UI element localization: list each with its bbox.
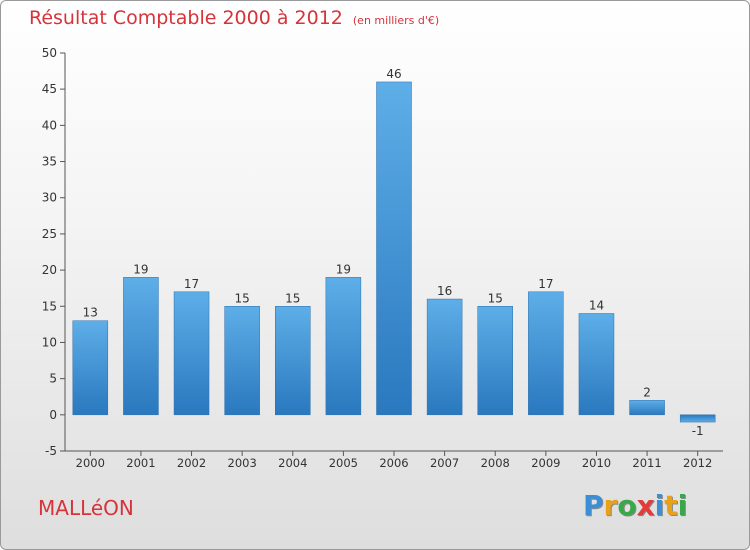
- logo-letter: r: [603, 489, 618, 522]
- proxiti-logo: Proxiti: [583, 489, 687, 522]
- logo-letter: P: [583, 489, 604, 522]
- data-label: 19: [336, 262, 351, 276]
- bar: [629, 400, 665, 416]
- x-tick-label: 2000: [76, 456, 105, 470]
- y-tick-label: 35: [42, 155, 57, 169]
- bars: [72, 81, 716, 423]
- bar: [426, 298, 463, 416]
- bar: [477, 306, 513, 416]
- x-tick-label: 2011: [632, 456, 661, 470]
- logo-letter: x: [636, 489, 655, 522]
- y-tick-label: 20: [42, 263, 57, 277]
- x-tick-label: 2008: [481, 456, 510, 470]
- bar: [275, 306, 311, 416]
- data-label: 15: [488, 291, 503, 305]
- logo-letter: i: [677, 489, 688, 522]
- logo-letter: i: [654, 489, 665, 522]
- data-label: 16: [437, 284, 452, 298]
- bar: [578, 313, 615, 416]
- y-tick-label: 45: [42, 82, 57, 96]
- y-tick-label: -5: [45, 444, 57, 458]
- y-tick-label: 5: [49, 372, 57, 386]
- x-tick-label: 2012: [683, 456, 712, 470]
- x-tick-label: 2002: [177, 456, 206, 470]
- title-text: Résultat Comptable 2000 à 2012: [29, 7, 343, 29]
- data-label: 17: [184, 277, 199, 291]
- x-tick-label: 2004: [278, 456, 307, 470]
- logo-letter: o: [617, 489, 637, 522]
- bar: [224, 306, 260, 416]
- data-label: 14: [589, 299, 604, 313]
- chart-title: Résultat Comptable 2000 à 2012 (en millie…: [29, 7, 439, 29]
- data-label: 46: [386, 67, 401, 81]
- bar: [376, 81, 412, 416]
- data-label: 2: [643, 385, 651, 399]
- logo-letter: t: [664, 489, 678, 522]
- y-tick-label: 0: [49, 408, 57, 422]
- bar: [528, 291, 564, 416]
- y-tick-label: 40: [42, 118, 57, 132]
- title-unit: (en milliers d'€): [352, 14, 440, 27]
- data-labels: 13 19 17 15 15 19 46 16 15 17 14 2 -1: [83, 67, 704, 438]
- y-tick-label: 30: [42, 191, 57, 205]
- bar: [173, 291, 210, 416]
- data-label: 15: [235, 291, 250, 305]
- bar: [72, 320, 109, 416]
- y-tick-label: 25: [42, 227, 57, 241]
- x-tick-label: 2003: [228, 456, 257, 470]
- bar: [325, 277, 362, 416]
- y-tick-label: 50: [42, 46, 57, 60]
- commune-name: MALLéON: [38, 496, 134, 520]
- data-label: 19: [133, 262, 148, 276]
- data-label: 17: [538, 277, 553, 291]
- y-tick-label: 15: [42, 299, 57, 313]
- y-tick-label: 10: [42, 335, 57, 349]
- x-tick-label: 2010: [582, 456, 611, 470]
- x-tick-label: 2006: [379, 456, 408, 470]
- x-tick-label: 2001: [126, 456, 155, 470]
- data-label: -1: [692, 424, 704, 438]
- axes: -5 0 5 10 15 20 25 30 35 40 45 50 2000 2001 2002 2003 20…: [42, 46, 723, 470]
- x-tick-label: 2005: [329, 456, 358, 470]
- data-label: 13: [83, 306, 98, 320]
- x-tick-label: 2007: [430, 456, 459, 470]
- x-tick-label: 2009: [531, 456, 560, 470]
- bar: [679, 414, 716, 423]
- bar: [123, 277, 159, 416]
- data-label: 15: [285, 291, 300, 305]
